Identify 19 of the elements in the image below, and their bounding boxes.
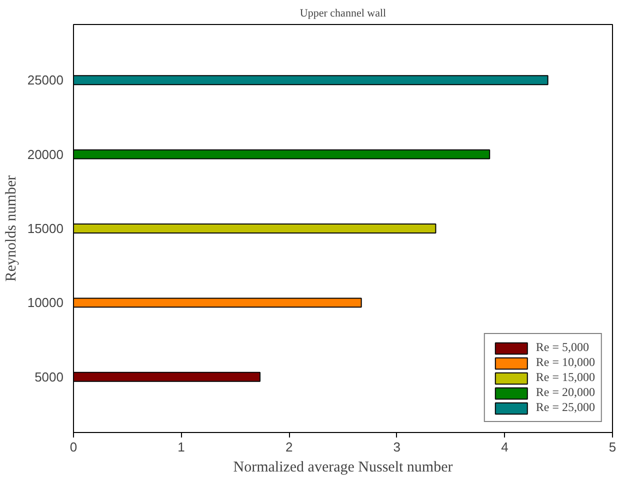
y-tick-label: 5000	[34, 369, 64, 384]
chart-title: Upper channel wall	[300, 8, 386, 20]
x-axis-title: Normalized average Nusselt number	[233, 460, 453, 476]
x-tick-label: 5	[608, 440, 616, 454]
y-tick-label: 25000	[27, 72, 64, 88]
legend-label: Re = 25,000	[536, 400, 595, 415]
y-tick-label: 10000	[27, 295, 64, 310]
x-tick-label: 0	[70, 440, 78, 454]
x-tick-label: 1	[178, 440, 185, 454]
x-tick-label: 2	[285, 440, 293, 454]
legend-label: Re = 5,000	[536, 340, 589, 355]
y-tick-label: 20000	[27, 146, 64, 162]
x-tick-label: 3	[393, 440, 401, 454]
y-tick-label: 15000	[27, 221, 64, 236]
legend-label: Re = 10,000	[536, 355, 595, 370]
legend-label: Re = 15,000	[536, 370, 595, 385]
x-tick-label: 4	[501, 440, 508, 454]
y-axis-title: Reynolds number	[3, 175, 20, 282]
legend-label: Re = 20,000	[536, 385, 595, 400]
